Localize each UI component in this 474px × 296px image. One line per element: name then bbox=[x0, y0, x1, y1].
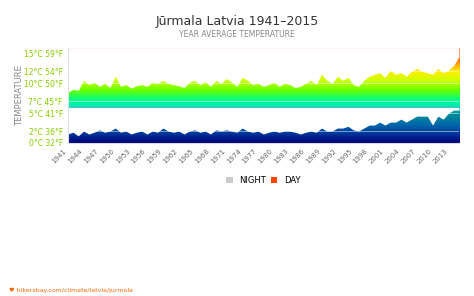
Text: Jūrmala Latvia 1941–2015: Jūrmala Latvia 1941–2015 bbox=[155, 15, 319, 28]
Legend: NIGHT, DAY: NIGHT, DAY bbox=[223, 173, 304, 189]
Text: YEAR AVERAGE TEMPERATURE: YEAR AVERAGE TEMPERATURE bbox=[179, 30, 295, 38]
Y-axis label: TEMPERATURE: TEMPERATURE bbox=[15, 65, 24, 126]
Text: ♥ hikersbay.com/climate/latvia/jurmala: ♥ hikersbay.com/climate/latvia/jurmala bbox=[9, 288, 134, 293]
